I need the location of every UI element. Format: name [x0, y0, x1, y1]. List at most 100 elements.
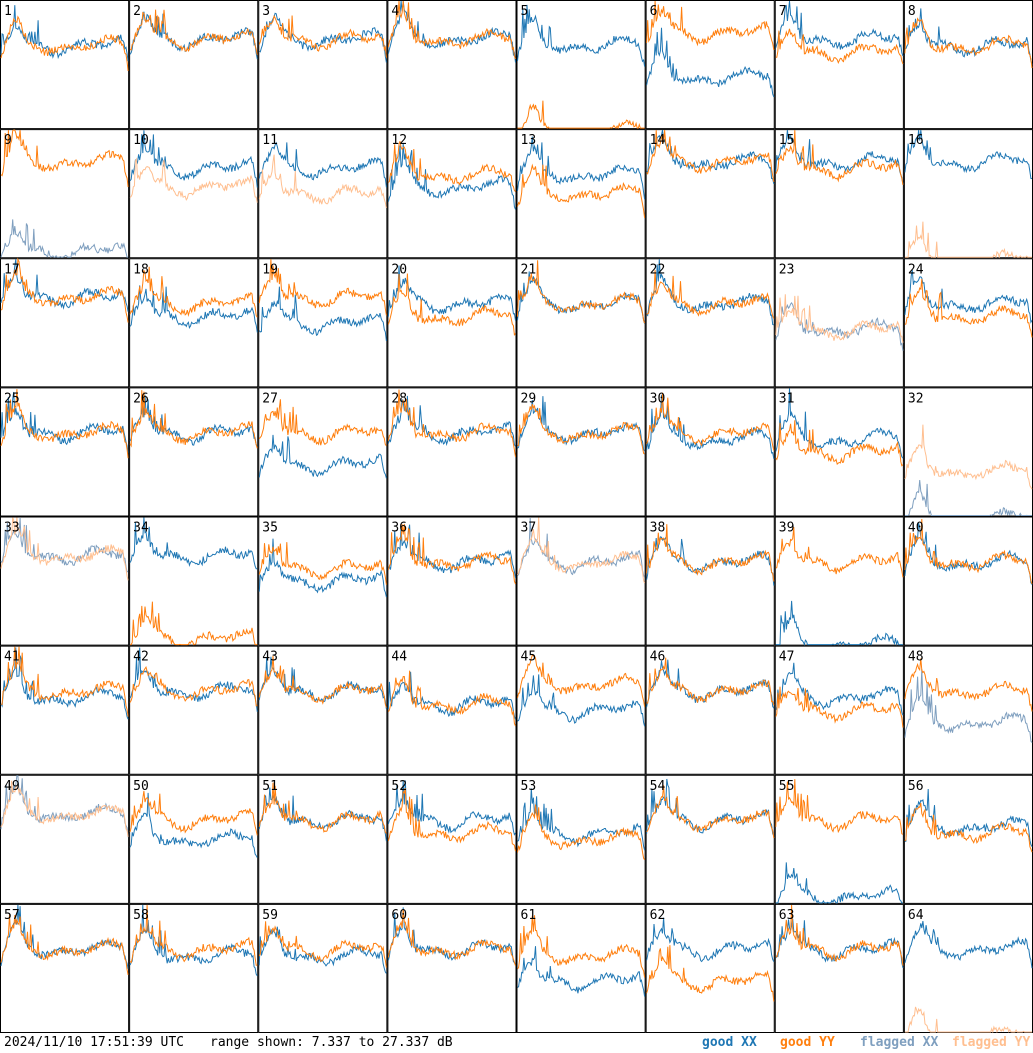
series-xx-35	[258, 538, 387, 598]
panel-label-14: 14	[650, 133, 666, 148]
series-yy-64	[904, 1006, 1032, 1033]
series-yy-19	[258, 259, 387, 316]
panel-label-7: 7	[779, 4, 787, 19]
panel-frame	[0, 387, 130, 517]
panel-27: 27	[258, 387, 388, 517]
panel-label-21: 21	[521, 262, 537, 277]
series-xx-22	[646, 259, 774, 326]
panel-label-16: 16	[908, 133, 924, 148]
panel-49: 49	[0, 774, 130, 904]
panel-11: 11	[258, 129, 388, 259]
series-yy-14	[646, 130, 775, 182]
series-xx-14	[646, 129, 775, 185]
series-yy-61	[517, 915, 646, 978]
panel-label-18: 18	[133, 262, 149, 277]
panel-7: 7	[774, 0, 904, 130]
panel-44: 44	[387, 645, 517, 775]
panel-59: 59	[258, 903, 388, 1033]
panel-51: 51	[258, 774, 388, 904]
series-xx-57	[0, 904, 129, 969]
panel-21: 21	[516, 258, 646, 388]
series-yy-28	[387, 389, 516, 457]
panel-frame	[516, 903, 646, 1033]
panel-frame	[387, 645, 517, 775]
panel-frame	[645, 0, 775, 130]
panel-label-52: 52	[391, 779, 407, 794]
panel-label-15: 15	[779, 133, 795, 148]
series-yy-25	[0, 389, 129, 459]
panel-frame	[0, 129, 130, 259]
panel-label-38: 38	[650, 521, 666, 536]
panel-label-36: 36	[391, 521, 407, 536]
panel-29: 29	[516, 387, 646, 517]
series-yy-54	[646, 785, 775, 839]
legend-flagged-yy: flagged YY	[952, 1035, 1031, 1050]
panel-frame	[0, 0, 130, 130]
series-xx-47	[775, 662, 904, 716]
series-yy-43	[258, 655, 387, 708]
timestamp: 2024/11/10 17:51:39 UTC	[4, 1035, 185, 1050]
series-yy-11	[258, 154, 387, 209]
panel-label-28: 28	[391, 391, 407, 406]
panel-20: 20	[387, 258, 517, 388]
series-xx-18	[129, 285, 258, 333]
panel-32: 32	[903, 387, 1033, 517]
panel-frame	[516, 645, 646, 775]
panel-label-22: 22	[650, 262, 666, 277]
panel-15: 15	[774, 129, 904, 259]
panel-46: 46	[645, 645, 775, 775]
panel-label-40: 40	[908, 521, 924, 536]
panel-22: 22	[645, 258, 775, 388]
panel-frame	[129, 645, 259, 775]
panel-30: 30	[645, 387, 775, 517]
panel-5: 5	[516, 0, 646, 130]
panel-frame	[0, 516, 130, 646]
series-yy-47	[775, 686, 904, 728]
series-xx-2	[129, 11, 258, 60]
series-yy-13	[517, 163, 646, 218]
panel-23: 23	[774, 258, 904, 388]
series-xx-60	[387, 907, 516, 965]
series-xx-27	[258, 434, 387, 479]
panel-63: 63	[774, 903, 904, 1033]
series-xx-59	[258, 926, 387, 974]
panel-label-6: 6	[650, 4, 658, 19]
panel-label-64: 64	[908, 908, 924, 923]
panel-14: 14	[645, 129, 775, 259]
panel-frame	[774, 129, 904, 259]
panel-label-53: 53	[521, 779, 537, 794]
panel-label-35: 35	[262, 521, 278, 536]
panel-label-62: 62	[650, 908, 666, 923]
panel-55: 55	[774, 774, 904, 904]
series-xx-31	[775, 388, 904, 459]
series-xx-50	[129, 792, 258, 858]
panel-9: 9	[0, 129, 130, 259]
series-xx-64	[904, 921, 1033, 969]
series-yy-31	[775, 420, 904, 467]
series-xx-43	[258, 656, 387, 710]
series-xx-24	[904, 269, 1033, 324]
series-yy-26	[129, 390, 258, 449]
legend-good-xx: good XX	[702, 1035, 757, 1050]
series-yy-3	[258, 14, 387, 58]
panel-frame	[387, 903, 517, 1033]
series-yy-20	[387, 273, 516, 337]
series-yy-48	[904, 658, 1033, 712]
panel-label-43: 43	[262, 650, 278, 665]
panel-25: 25	[0, 387, 130, 517]
panel-18: 18	[129, 258, 259, 388]
series-xx-10	[129, 130, 258, 188]
series-yy-16	[904, 221, 1032, 260]
legend-flagged-xx: flagged XX	[860, 1035, 939, 1050]
panel-label-47: 47	[779, 650, 795, 665]
panel-31: 31	[774, 387, 904, 517]
series-yy-53	[517, 804, 646, 861]
panel-label-32: 32	[908, 391, 924, 406]
series-xx-19	[258, 286, 387, 342]
panel-frame	[129, 387, 259, 517]
panel-label-13: 13	[521, 133, 537, 148]
panel-frame	[645, 387, 775, 517]
series-yy-62	[646, 945, 775, 1002]
panel-label-12: 12	[391, 133, 407, 148]
series-yy-27	[258, 399, 387, 447]
